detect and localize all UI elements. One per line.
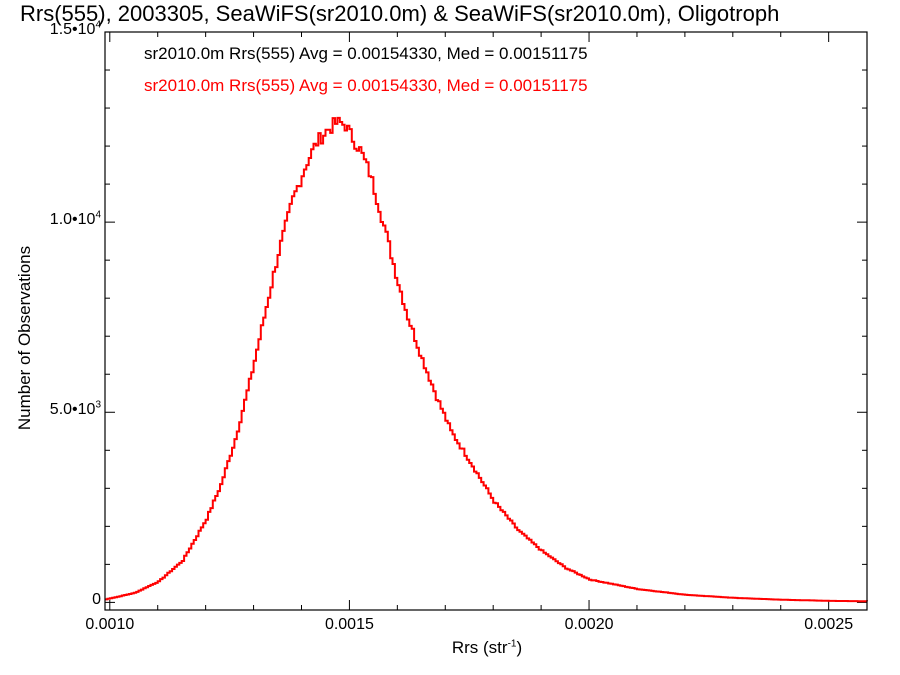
histogram-curve — [105, 116, 868, 603]
y-tick-label-text: 1.5•10 — [49, 21, 96, 38]
x-axis-label: Rrs (str-1) — [452, 638, 522, 658]
x-axis-label-tail: ) — [516, 638, 523, 657]
y-tick-label-text: 5.0•10 — [49, 401, 96, 419]
x-tick-label: 0.0010 — [85, 616, 135, 633]
y-tick-label-superscript: 4 — [95, 19, 101, 31]
x-tick-label: 0.0025 — [804, 616, 854, 633]
x-axis-label-superscript: -1 — [507, 638, 517, 650]
axis-ticks — [105, 31, 867, 610]
y-tick-label: 1.0•104 — [49, 209, 101, 229]
y-tick-label-superscript: 4 — [95, 209, 101, 221]
legend-entry-black: sr2010.0m Rrs(555) Avg = 0.00154330, Med… — [144, 44, 588, 63]
plot-frame — [104, 31, 868, 611]
x-tick-label: 0.0015 — [324, 616, 374, 633]
y-tick-label: 5.0•103 — [49, 399, 101, 419]
y-tick-label-text: 1.0•10 — [49, 211, 96, 229]
chart-title: Rrs(555), 2003305, SeaWiFS(sr2010.0m) & … — [20, 1, 780, 26]
y-tick-label-text: 0 — [92, 591, 101, 609]
y-axis-label: Number of Observations — [15, 245, 34, 431]
y-tick-label-superscript: 3 — [95, 399, 101, 411]
x-axis-label-text: Rrs (str — [451, 638, 508, 657]
legend-entry-red: sr2010.0m Rrs(555) Avg = 0.00154330, Med… — [144, 76, 588, 95]
x-tick-label: 0.0020 — [564, 616, 614, 633]
y-tick-label: 0 — [92, 591, 101, 609]
y-tick-label: 1.5•104 — [49, 19, 101, 39]
